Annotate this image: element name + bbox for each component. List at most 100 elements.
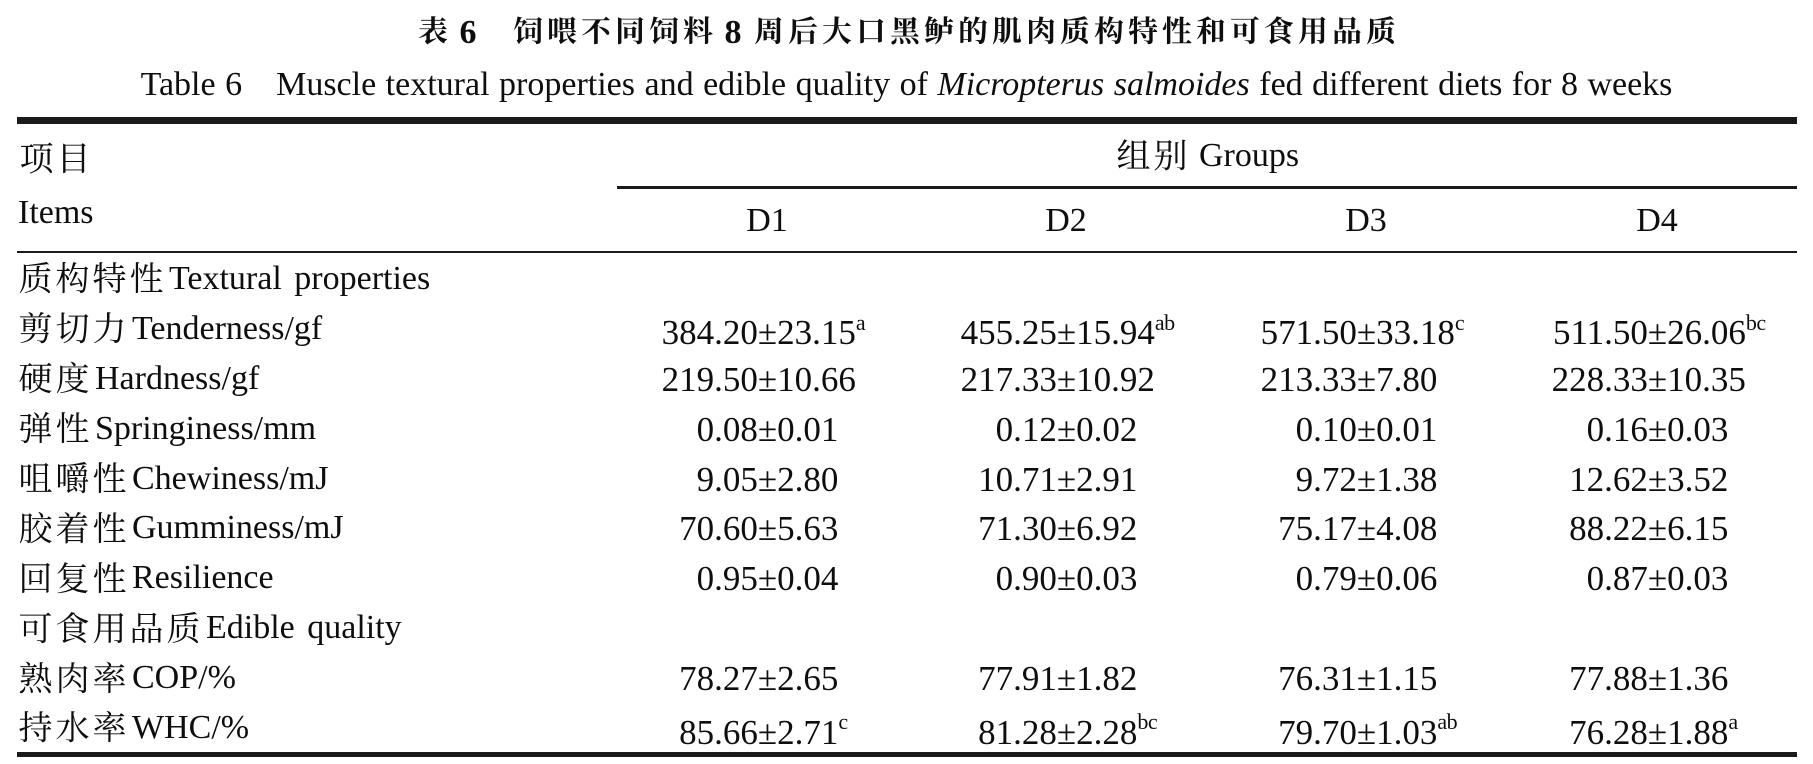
value-cell: 88.22±6.15 xyxy=(1515,502,1797,554)
value-number: 213.33±7.80 xyxy=(1260,359,1438,399)
row-label-zh xyxy=(17,257,165,298)
value-wrap: 85.66±2.71c xyxy=(679,708,848,752)
row-label: Springiness/mm xyxy=(17,403,617,455)
value-cell xyxy=(1215,253,1515,305)
cjk-glyph xyxy=(859,18,884,43)
cjk-glyph xyxy=(1162,15,1192,44)
value-cell: 75.17±4.08 xyxy=(1215,502,1515,554)
cjk-glyph xyxy=(513,16,542,44)
cjk-glyph xyxy=(57,461,89,494)
row-label: Textural properties xyxy=(17,253,617,305)
row-label-zh xyxy=(17,556,128,597)
value-wrap: 76.28±1.88a xyxy=(1569,708,1738,752)
value-cell: 9.72±1.38 xyxy=(1215,453,1515,505)
table-row-data: Springiness/mm 0.08±0.01 0.12±0.02 0.10±… xyxy=(17,403,1797,453)
value-cell: 0.87±0.03 xyxy=(1515,552,1797,604)
row-label: Resilience xyxy=(17,552,617,604)
value-wrap: 384.20±23.15a xyxy=(661,309,866,353)
cjk-glyph xyxy=(56,511,88,544)
value-cell xyxy=(1515,253,1797,305)
value-wrap: 88.22±6.15 xyxy=(1569,504,1728,555)
value-number: 10.71±2.91 xyxy=(978,459,1138,499)
row-label: WHC/% xyxy=(17,702,617,757)
value-number: 71.30±6.92 xyxy=(978,509,1138,549)
cjk-glyph xyxy=(93,262,126,294)
row-label: Tenderness/gf xyxy=(17,303,617,358)
value-number: 78.27±2.65 xyxy=(679,659,839,699)
cjk-glyph xyxy=(1117,139,1150,170)
value-number: 76.31±1.15 xyxy=(1278,659,1438,699)
header-groups: Groups xyxy=(617,133,1797,178)
value-wrap: 70.60±5.63 xyxy=(679,504,838,555)
value-number: 81.28±2.28 xyxy=(978,712,1138,752)
value-number: 88.22±6.15 xyxy=(1569,509,1729,549)
row-label-en: Edible quality xyxy=(206,609,402,647)
value-number: 0.87±0.03 xyxy=(1586,559,1729,599)
latin-run: 8 xyxy=(714,13,752,51)
value-wrap: 77.88±1.36 xyxy=(1569,654,1728,705)
value-number: 511.50±26.06 xyxy=(1552,313,1746,353)
header-group-columns: D1 D2 D3 D4 xyxy=(618,199,1798,243)
cjk-glyph xyxy=(1334,16,1361,44)
cjk-glyph xyxy=(1128,15,1157,44)
row-label: Hardness/gf xyxy=(17,353,617,405)
value-wrap: 0.90±0.03 xyxy=(996,554,1138,605)
value-cell: 78.27±2.65 xyxy=(617,652,915,704)
value-number: 571.50±33.18 xyxy=(1260,313,1455,353)
value-number: 9.72±1.38 xyxy=(1295,459,1438,499)
cjk-glyph xyxy=(1196,15,1224,44)
cjk-glyph xyxy=(959,15,987,44)
value-cell: 0.79±0.06 xyxy=(1215,552,1515,604)
value-cell: 85.66±2.71c xyxy=(617,702,915,757)
cjk-glyph xyxy=(57,611,89,643)
cjk-glyph xyxy=(56,312,89,344)
cjk-glyph xyxy=(93,661,126,693)
value-wrap: 217.33±10.92 xyxy=(961,355,1155,406)
cjk-glyph xyxy=(21,462,52,492)
value-cell: 384.20±23.15a xyxy=(617,303,915,358)
row-label-zh xyxy=(17,407,91,448)
value-wrap: 12.62±3.52 xyxy=(1569,455,1728,506)
header-groups-zh xyxy=(1115,134,1189,175)
value-cell: 9.05±2.80 xyxy=(617,453,915,505)
value-number: 0.16±0.03 xyxy=(1586,409,1729,449)
row-label-zh xyxy=(17,706,128,747)
cjk-glyph xyxy=(683,15,713,44)
value-wrap: 455.25±15.94ab xyxy=(960,309,1175,353)
cjk-glyph xyxy=(1366,15,1394,44)
cjk-glyph xyxy=(992,16,1021,44)
value-wrap: 10.71±2.91 xyxy=(978,455,1137,506)
caption-en-lead: Muscle textural properties and edible qu… xyxy=(276,65,938,103)
row-label-en: Springiness/mm xyxy=(95,409,317,447)
value-number: 0.10±0.01 xyxy=(1295,409,1438,449)
value-number: 75.17±4.08 xyxy=(1278,509,1438,549)
cjk-glyph xyxy=(94,312,124,344)
value-cell: 0.16±0.03 xyxy=(1515,403,1797,455)
table-bottom-rule xyxy=(17,752,1797,757)
value-wrap: 571.50±33.18c xyxy=(1260,309,1465,353)
header-groups-en: Groups xyxy=(1198,137,1300,174)
row-label-en: Textural properties xyxy=(169,260,431,297)
row-label-en: Hardness/gf xyxy=(95,359,260,397)
value-cell: 0.10±0.01 xyxy=(1215,403,1515,455)
value-number: 76.28±1.88 xyxy=(1569,712,1729,752)
header-col-d2: D2 xyxy=(1045,202,1087,239)
value-number: 9.05±2.80 xyxy=(696,459,839,499)
value-cell: 71.30±6.92 xyxy=(915,502,1215,554)
value-number: 219.50±10.66 xyxy=(661,359,856,399)
value-number: 228.33±10.35 xyxy=(1551,359,1746,399)
cjk-glyph xyxy=(132,612,162,643)
value-cell xyxy=(617,253,915,305)
value-wrap: 75.17±4.08 xyxy=(1278,504,1437,555)
value-wrap: 77.91±1.82 xyxy=(978,654,1137,705)
caption-en-species-italic: Micropterus salmoides xyxy=(937,65,1250,103)
row-label: Chewiness/mJ xyxy=(17,453,617,505)
cjk-glyph xyxy=(1028,16,1054,44)
cjk-glyph xyxy=(93,612,124,643)
row-label-en: COP/% xyxy=(132,659,236,697)
cjk-glyph xyxy=(19,511,52,544)
cjk-glyph xyxy=(93,711,126,743)
cjk-glyph xyxy=(20,142,53,174)
cjk-glyph xyxy=(924,15,953,44)
cjk-glyph xyxy=(56,412,89,444)
